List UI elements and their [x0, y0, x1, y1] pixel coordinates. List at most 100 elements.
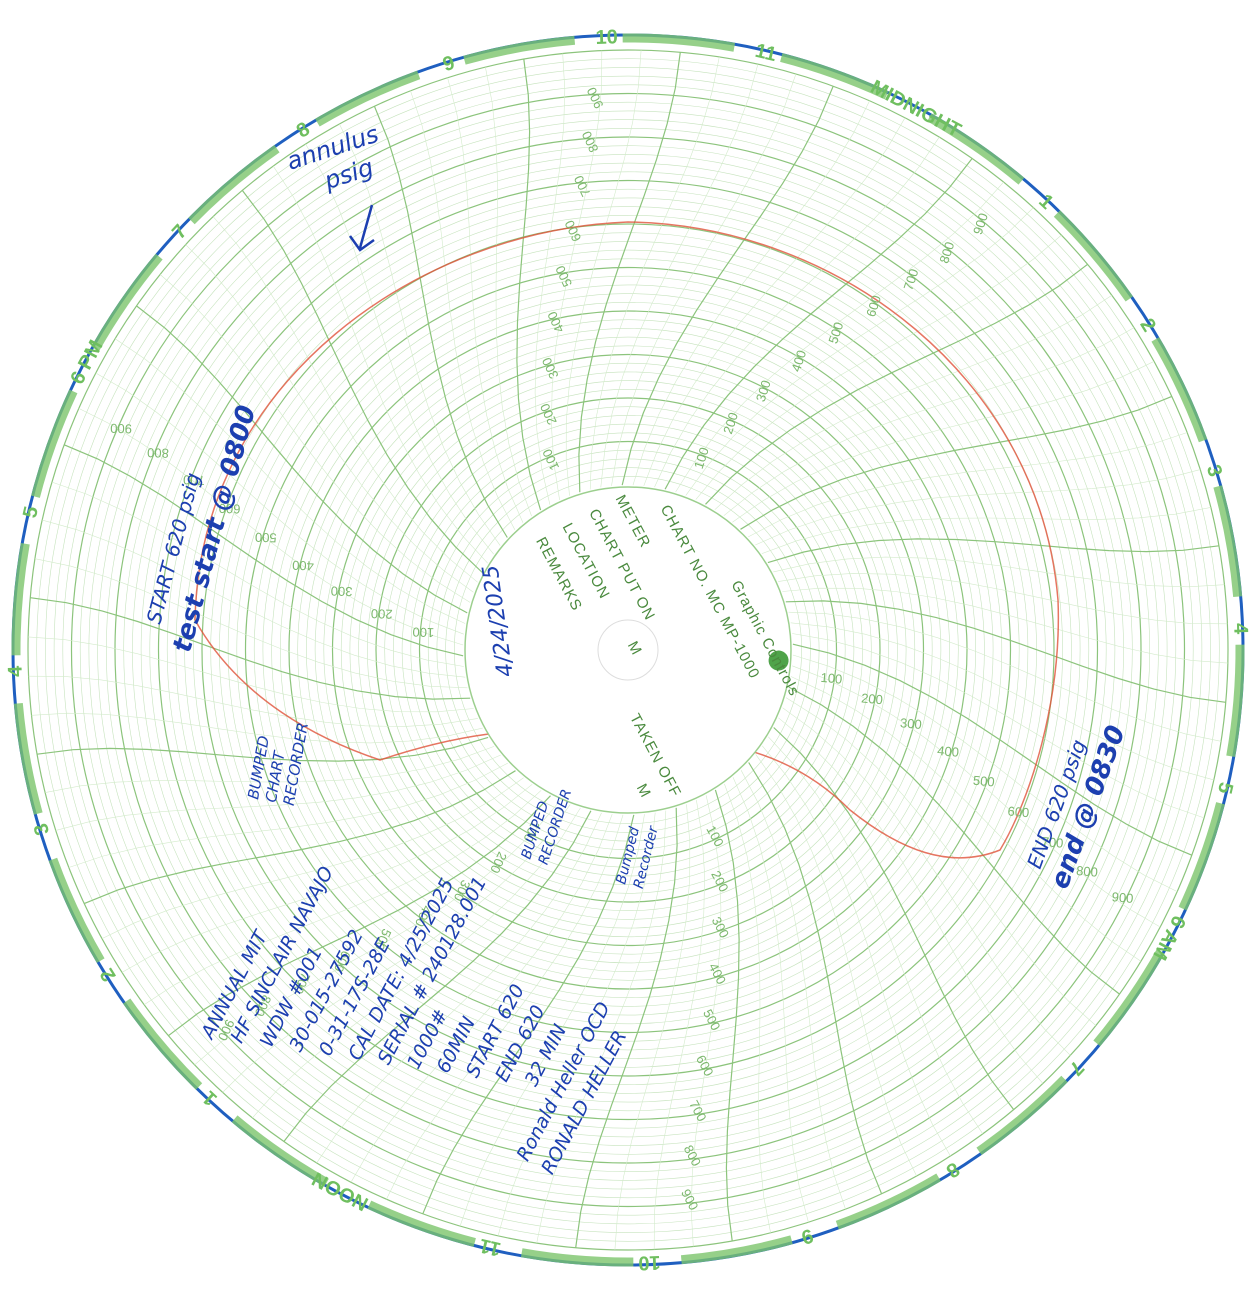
rim-segment [48, 857, 105, 963]
pressure-ring [436, 458, 820, 842]
time-line [654, 136, 940, 488]
time-line [305, 143, 494, 555]
pressure-ring [236, 258, 1020, 1042]
time-line [78, 408, 464, 646]
time-line [664, 158, 973, 490]
pressure-ring [288, 310, 968, 990]
time-line [782, 707, 1071, 1056]
time-line [95, 372, 464, 635]
time-line [55, 754, 501, 831]
pressure-ring [184, 206, 1072, 1094]
pressure-ring [201, 223, 1055, 1077]
rim-segment [1053, 210, 1134, 302]
time-line [536, 810, 667, 1244]
pressure-ring [62, 84, 1194, 1216]
pressure-ring [140, 162, 1116, 1138]
time-line [51, 481, 464, 667]
rim-segment [1226, 644, 1245, 758]
pressure-ring [340, 362, 916, 938]
rim-segment [1151, 337, 1208, 443]
time-line [37, 736, 489, 762]
pressure-ring [244, 266, 1012, 1034]
rim-label: 3 [1202, 462, 1226, 479]
time-line [194, 800, 561, 1066]
time-line [732, 361, 1155, 523]
time-line [732, 777, 809, 1223]
scale-label: 800 [147, 445, 169, 461]
time-line [768, 736, 984, 1135]
rim-label: 11 [753, 40, 779, 66]
pressure-ring [262, 284, 994, 1016]
pressure-ring [149, 171, 1107, 1129]
pressure-ring [166, 188, 1090, 1112]
time-line [83, 770, 516, 905]
pressure-ring [157, 179, 1099, 1121]
time-line [600, 64, 759, 488]
rim-segment [122, 998, 203, 1090]
time-line [316, 812, 602, 1164]
chart-grid [27, 49, 1229, 1251]
scale-label: 300 [753, 378, 774, 403]
time-line [778, 717, 1044, 1084]
scale-label: 800 [1076, 863, 1099, 880]
scale-label: 900 [584, 85, 607, 111]
time-line [589, 56, 720, 490]
time-line [159, 274, 471, 603]
scale-label: 100 [820, 670, 843, 687]
time-line [30, 597, 471, 700]
time-line [516, 59, 542, 511]
time-line [614, 804, 691, 1250]
time-line [42, 519, 466, 678]
time-line [740, 770, 846, 1210]
time-line [767, 538, 1219, 564]
time-line [447, 77, 524, 523]
time-line [723, 327, 1135, 516]
time-line [675, 181, 1004, 493]
time-line [272, 165, 488, 564]
scale-label: 300 [539, 355, 562, 381]
scale-label: 800 [681, 1142, 704, 1168]
pressure-ring [279, 301, 977, 999]
time-line [792, 633, 1205, 819]
rim-label: 7 [1064, 1056, 1088, 1079]
scale-label: 300 [899, 715, 922, 732]
time-line [643, 117, 906, 486]
rim-label: 3 [30, 821, 54, 838]
scale-label: 700 [686, 1098, 709, 1124]
rim-segment [315, 70, 421, 127]
pressure-ring [375, 397, 881, 903]
pressure-ring [210, 232, 1046, 1068]
time-line [63, 444, 464, 657]
pressure-ring [192, 214, 1064, 1086]
time-line [241, 190, 483, 573]
time-line [755, 469, 1201, 546]
time-line [283, 810, 592, 1142]
time-line [534, 53, 566, 505]
time-line [45, 746, 495, 793]
rim-segment [835, 1173, 941, 1230]
rim-label: 9 [799, 1224, 816, 1248]
maker-logo [768, 650, 789, 671]
time-line [212, 216, 478, 583]
time-line [621, 85, 834, 486]
time-line [121, 784, 533, 973]
pressure-ring [401, 423, 855, 877]
scale-label: 400 [788, 348, 809, 373]
time-line [792, 665, 1161, 928]
scale-label: 900 [110, 421, 132, 437]
scale-label: 800 [936, 240, 957, 265]
scale-label: 800 [579, 129, 602, 155]
time-line [485, 67, 532, 517]
scale-label: 400 [544, 309, 567, 335]
scale-label: 700 [183, 472, 205, 488]
scale-label: 500 [255, 530, 277, 546]
rim-segment [463, 35, 576, 65]
scale-label: 500 [552, 263, 575, 289]
time-line [578, 52, 681, 493]
time-line [551, 50, 603, 500]
pressure-ring [97, 119, 1159, 1181]
time-line [761, 507, 1211, 554]
time-line [773, 727, 1015, 1110]
time-line [350, 814, 613, 1183]
